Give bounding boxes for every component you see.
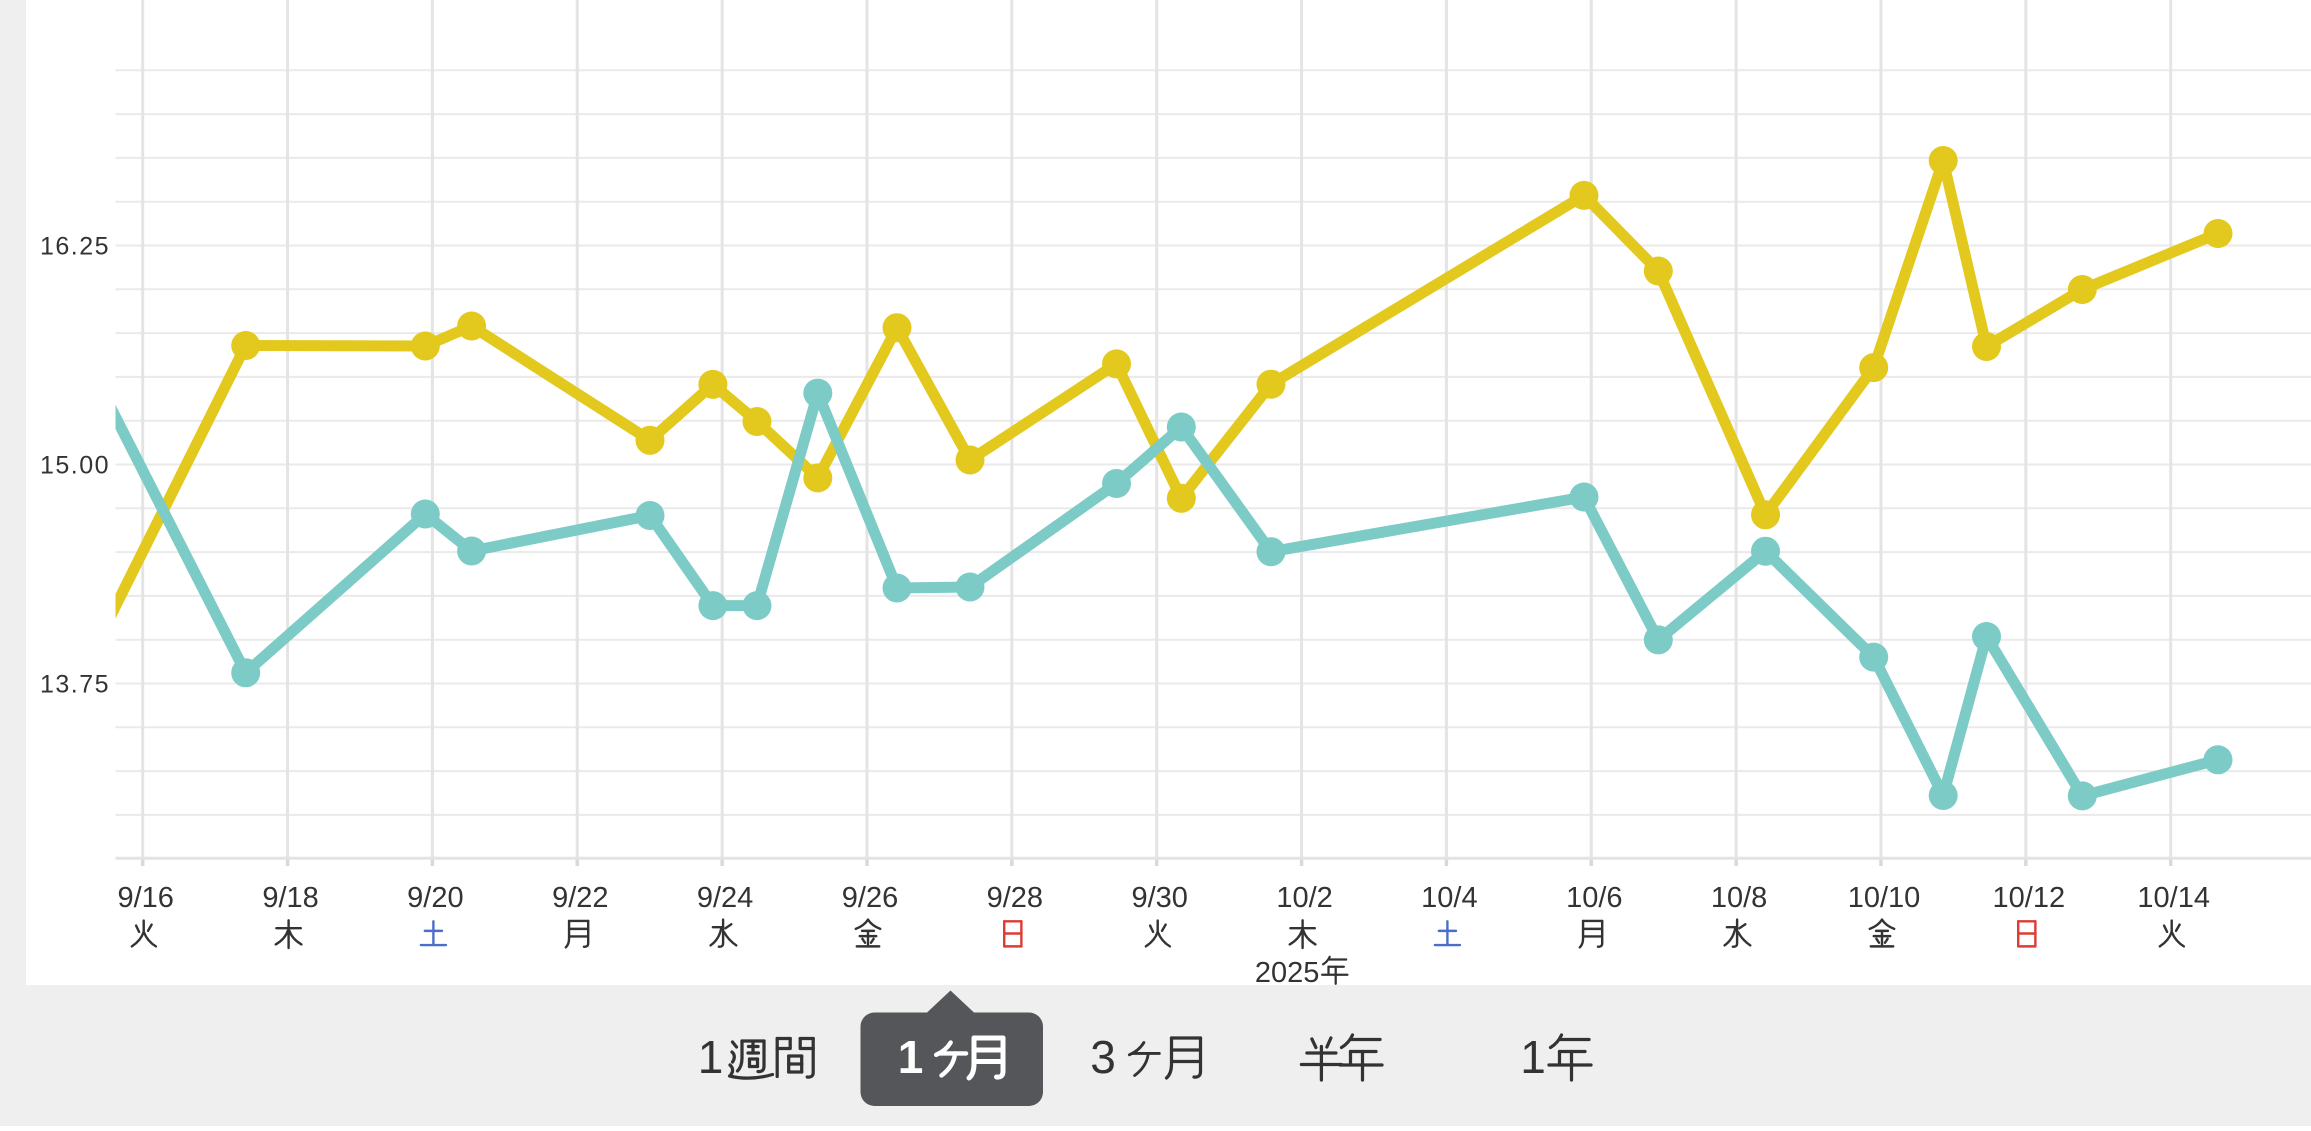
svg-text:2025: 2025 [1255,957,1320,989]
svg-text:1: 1 [698,1031,724,1083]
svg-text:13.75: 13.75 [40,671,110,699]
svg-text:15.00: 15.00 [40,452,110,480]
svg-text:1: 1 [1520,1031,1546,1083]
svg-text:9/24: 9/24 [697,882,753,914]
svg-text:10/2: 10/2 [1276,882,1332,914]
svg-text:3: 3 [1090,1031,1116,1083]
svg-text:1: 1 [898,1031,924,1083]
svg-text:10/14: 10/14 [2137,882,2210,914]
svg-text:10/6: 10/6 [1566,882,1622,914]
svg-text:10/4: 10/4 [1421,882,1477,914]
svg-text:10/12: 10/12 [1993,882,2066,914]
svg-text:10/8: 10/8 [1711,882,1767,914]
svg-text:16.25: 16.25 [40,233,110,261]
svg-text:9/30: 9/30 [1131,882,1187,914]
svg-text:9/18: 9/18 [262,882,318,914]
svg-text:9/22: 9/22 [552,882,608,914]
svg-text:10/10: 10/10 [1848,882,1921,914]
svg-text:9/28: 9/28 [987,882,1043,914]
svg-text:9/16: 9/16 [117,882,173,914]
svg-text:9/26: 9/26 [842,882,898,914]
svg-text:9/20: 9/20 [407,882,463,914]
